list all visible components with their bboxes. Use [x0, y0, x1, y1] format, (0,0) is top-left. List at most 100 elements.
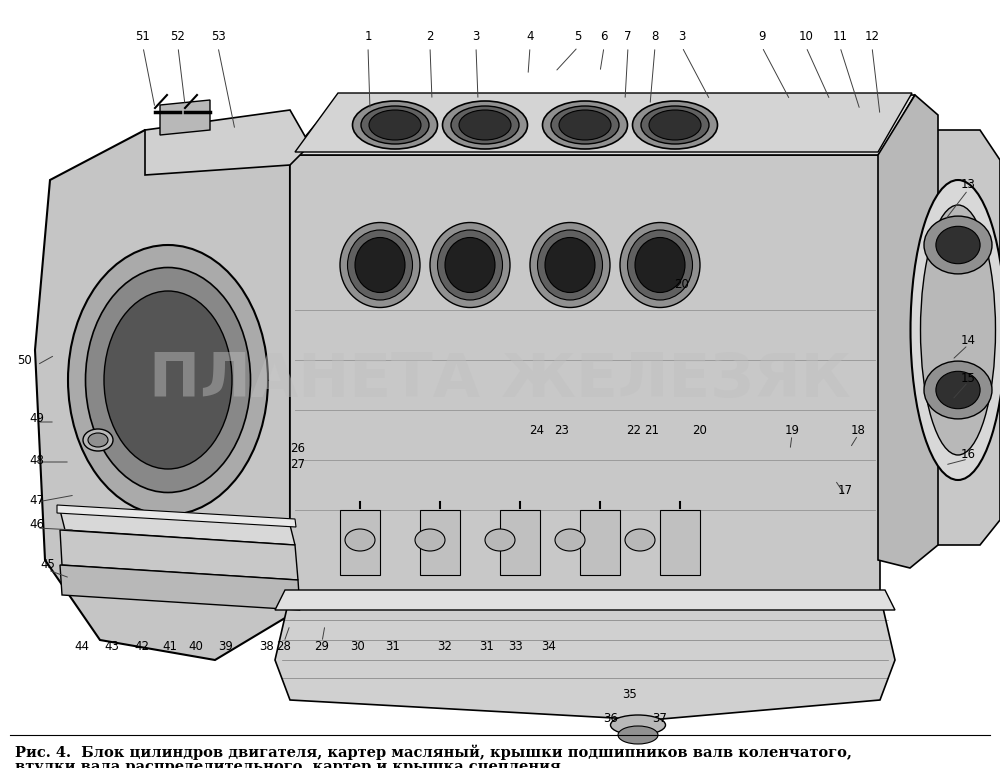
Polygon shape — [290, 95, 915, 155]
Text: 35: 35 — [623, 688, 637, 701]
Text: 33: 33 — [509, 641, 523, 654]
Ellipse shape — [485, 529, 515, 551]
Text: 17: 17 — [838, 484, 852, 496]
Ellipse shape — [86, 267, 250, 492]
Text: 32: 32 — [438, 641, 452, 654]
Ellipse shape — [920, 205, 996, 455]
Text: 15: 15 — [961, 372, 975, 385]
Ellipse shape — [355, 237, 405, 293]
Ellipse shape — [68, 245, 268, 515]
Text: 44: 44 — [74, 641, 90, 654]
Text: 31: 31 — [480, 641, 494, 654]
Polygon shape — [910, 130, 1000, 545]
Text: 20: 20 — [675, 279, 689, 292]
Text: 47: 47 — [30, 494, 44, 507]
Polygon shape — [57, 505, 296, 527]
Ellipse shape — [352, 101, 438, 149]
Ellipse shape — [445, 237, 495, 293]
Ellipse shape — [361, 106, 429, 144]
Ellipse shape — [924, 216, 992, 274]
Polygon shape — [35, 130, 290, 660]
Text: 48: 48 — [30, 453, 44, 466]
Ellipse shape — [635, 237, 685, 293]
Ellipse shape — [936, 371, 980, 409]
Text: 53: 53 — [211, 31, 225, 44]
Text: 1: 1 — [364, 31, 372, 44]
Ellipse shape — [649, 110, 701, 140]
Text: 3: 3 — [678, 31, 686, 44]
Text: 19: 19 — [784, 423, 800, 436]
Polygon shape — [145, 110, 310, 175]
Text: 5: 5 — [574, 31, 582, 44]
Text: 43: 43 — [105, 641, 119, 654]
Text: 20: 20 — [693, 423, 707, 436]
Text: 34: 34 — [542, 641, 556, 654]
Ellipse shape — [345, 529, 375, 551]
Text: 18: 18 — [851, 423, 865, 436]
Ellipse shape — [910, 180, 1000, 480]
Ellipse shape — [340, 223, 420, 307]
Text: 6: 6 — [600, 31, 608, 44]
Text: Рис. 4.  Блок цилиндров двигателя, картер масляный, крышки подшипников валв коле: Рис. 4. Блок цилиндров двигателя, картер… — [15, 745, 852, 760]
Text: 38: 38 — [260, 641, 274, 654]
Ellipse shape — [83, 429, 113, 451]
Text: 29: 29 — [314, 641, 330, 654]
Text: 12: 12 — [864, 31, 880, 44]
Polygon shape — [420, 510, 460, 575]
Text: 8: 8 — [651, 31, 659, 44]
Polygon shape — [60, 510, 295, 545]
Text: 42: 42 — [134, 641, 150, 654]
Polygon shape — [580, 510, 620, 575]
Ellipse shape — [88, 433, 108, 447]
Text: ПЛАНЕТА ЖЕЛЕЗЯК: ПЛАНЕТА ЖЕЛЕЗЯК — [149, 350, 851, 409]
Text: 22: 22 — [626, 423, 642, 436]
Ellipse shape — [618, 726, 658, 744]
Text: 26: 26 — [290, 442, 306, 455]
Ellipse shape — [442, 101, 528, 149]
Text: 37: 37 — [653, 711, 667, 724]
Ellipse shape — [542, 101, 628, 149]
Polygon shape — [660, 510, 700, 575]
Text: 45: 45 — [41, 558, 55, 571]
Text: 40: 40 — [189, 641, 203, 654]
Text: 9: 9 — [758, 31, 766, 44]
Text: втулки вала распределительного, картер и крышка сцепления.: втулки вала распределительного, картер и… — [15, 760, 566, 768]
Text: 2: 2 — [426, 31, 434, 44]
Text: 7: 7 — [624, 31, 632, 44]
Ellipse shape — [620, 223, 700, 307]
Text: 51: 51 — [136, 31, 150, 44]
Text: 23: 23 — [555, 423, 569, 436]
Ellipse shape — [633, 101, 718, 149]
Text: 24: 24 — [530, 423, 544, 436]
Polygon shape — [878, 95, 938, 568]
Text: 3: 3 — [472, 31, 480, 44]
Ellipse shape — [530, 223, 610, 307]
Polygon shape — [295, 93, 912, 152]
Polygon shape — [290, 155, 880, 595]
Ellipse shape — [415, 529, 445, 551]
Text: 14: 14 — [960, 333, 976, 346]
Ellipse shape — [625, 529, 655, 551]
Ellipse shape — [559, 110, 611, 140]
Text: 11: 11 — [832, 31, 848, 44]
Text: 13: 13 — [961, 178, 975, 191]
Polygon shape — [60, 565, 300, 610]
Text: 10: 10 — [799, 31, 813, 44]
Text: 41: 41 — [162, 641, 178, 654]
Text: 21: 21 — [644, 423, 660, 436]
Polygon shape — [60, 530, 298, 580]
Ellipse shape — [104, 291, 232, 469]
Ellipse shape — [348, 230, 413, 300]
Ellipse shape — [641, 106, 709, 144]
Text: 30: 30 — [351, 641, 365, 654]
Text: 39: 39 — [219, 641, 233, 654]
Text: 28: 28 — [277, 641, 291, 654]
Ellipse shape — [551, 106, 619, 144]
Text: 27: 27 — [290, 458, 306, 472]
Ellipse shape — [438, 230, 503, 300]
Polygon shape — [340, 510, 380, 575]
Text: 4: 4 — [526, 31, 534, 44]
Polygon shape — [275, 590, 895, 610]
Polygon shape — [275, 595, 895, 720]
Ellipse shape — [451, 106, 519, 144]
